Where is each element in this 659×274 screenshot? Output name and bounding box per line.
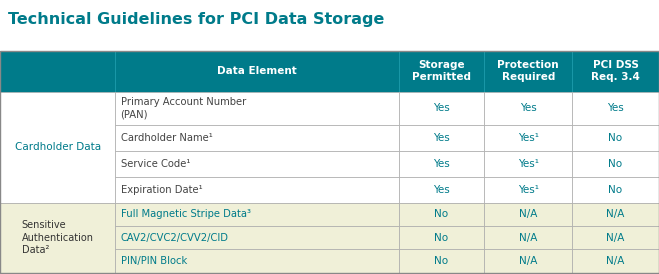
- Text: No: No: [434, 233, 449, 242]
- Bar: [0, 51, 115, 92]
- Bar: [572, 177, 659, 202]
- Text: PIN/PIN Block: PIN/PIN Block: [121, 256, 187, 266]
- Bar: [572, 51, 659, 92]
- Text: N/A: N/A: [606, 256, 625, 266]
- Text: N/A: N/A: [519, 233, 537, 242]
- Bar: [115, 249, 399, 273]
- Bar: [399, 125, 484, 151]
- Text: Yes: Yes: [433, 103, 450, 113]
- Bar: [484, 249, 572, 273]
- Text: Sensitive
Authentication
Data²: Sensitive Authentication Data²: [22, 220, 94, 255]
- Bar: [399, 202, 484, 226]
- Bar: [484, 51, 572, 92]
- Text: Service Code¹: Service Code¹: [121, 159, 190, 169]
- Text: N/A: N/A: [519, 256, 537, 266]
- Bar: [572, 249, 659, 273]
- Text: No: No: [608, 133, 623, 143]
- Text: N/A: N/A: [519, 209, 537, 219]
- Text: N/A: N/A: [606, 209, 625, 219]
- Bar: [572, 226, 659, 249]
- Text: Storage
Permitted: Storage Permitted: [412, 60, 471, 82]
- Text: Yes: Yes: [607, 103, 624, 113]
- Text: Yes¹: Yes¹: [518, 159, 538, 169]
- Bar: [399, 151, 484, 177]
- Bar: [572, 202, 659, 226]
- Text: Yes: Yes: [433, 159, 450, 169]
- Bar: [115, 51, 399, 92]
- Text: No: No: [434, 256, 449, 266]
- Text: Yes¹: Yes¹: [518, 185, 538, 195]
- Bar: [484, 125, 572, 151]
- Bar: [484, 226, 572, 249]
- Bar: [399, 92, 484, 125]
- Text: No: No: [608, 159, 623, 169]
- Text: Technical Guidelines for PCI Data Storage: Technical Guidelines for PCI Data Storag…: [8, 12, 384, 27]
- Text: Yes: Yes: [520, 103, 536, 113]
- Bar: [115, 202, 399, 226]
- Text: Protection
Required: Protection Required: [498, 60, 559, 82]
- Text: Cardholder Name¹: Cardholder Name¹: [121, 133, 212, 143]
- Text: PCI DSS
Req. 3.4: PCI DSS Req. 3.4: [591, 60, 640, 82]
- Bar: [0, 92, 115, 202]
- Bar: [115, 125, 399, 151]
- Bar: [484, 177, 572, 202]
- Text: Expiration Date¹: Expiration Date¹: [121, 185, 202, 195]
- Bar: [572, 151, 659, 177]
- Bar: [0, 51, 659, 273]
- Bar: [115, 151, 399, 177]
- Bar: [572, 92, 659, 125]
- Bar: [0, 202, 115, 273]
- Text: No: No: [434, 209, 449, 219]
- Bar: [572, 125, 659, 151]
- Bar: [399, 51, 484, 92]
- Text: Yes: Yes: [433, 185, 450, 195]
- Text: Yes: Yes: [433, 133, 450, 143]
- Text: Cardholder Data: Cardholder Data: [14, 142, 101, 152]
- Text: Yes¹: Yes¹: [518, 133, 538, 143]
- Bar: [484, 202, 572, 226]
- Text: Primary Account Number
(PAN): Primary Account Number (PAN): [121, 97, 246, 119]
- Text: No: No: [608, 185, 623, 195]
- Bar: [399, 226, 484, 249]
- Bar: [399, 249, 484, 273]
- Bar: [399, 177, 484, 202]
- Text: N/A: N/A: [606, 233, 625, 242]
- Bar: [484, 151, 572, 177]
- Bar: [484, 92, 572, 125]
- Text: Data Element: Data Element: [217, 66, 297, 76]
- Text: Full Magnetic Stripe Data³: Full Magnetic Stripe Data³: [121, 209, 250, 219]
- Bar: [115, 226, 399, 249]
- Bar: [115, 92, 399, 125]
- Text: CAV2/CVC2/CVV2/CID: CAV2/CVC2/CVV2/CID: [121, 233, 229, 242]
- Bar: [115, 177, 399, 202]
